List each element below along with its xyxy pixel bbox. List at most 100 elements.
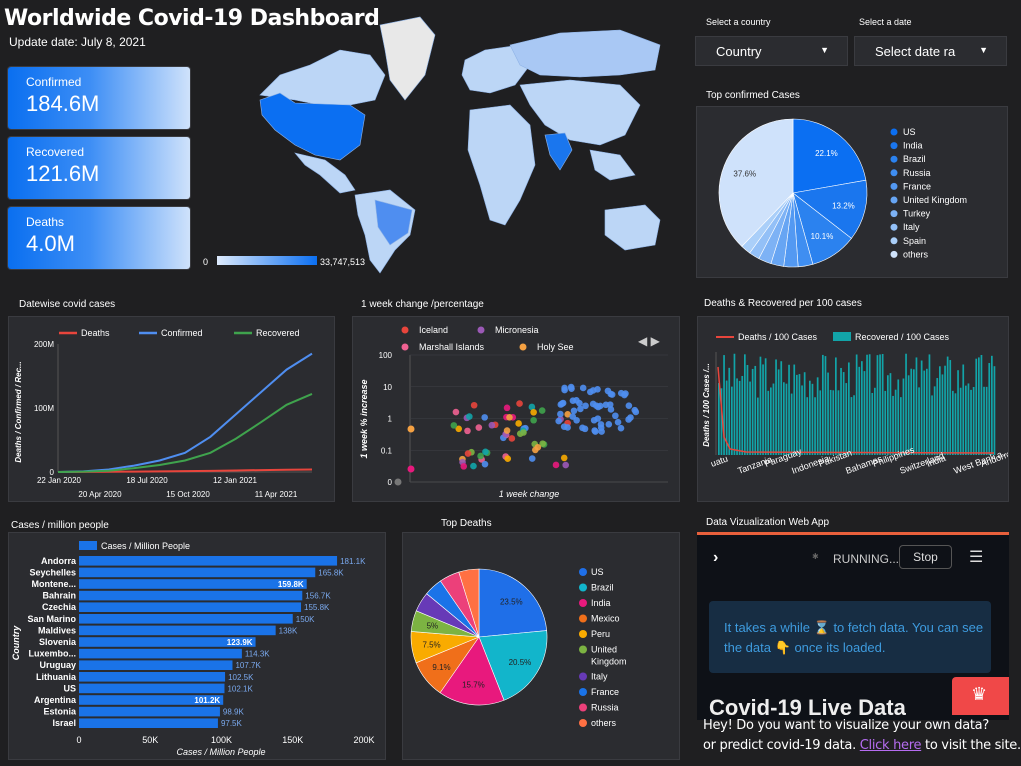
week-change-scatter[interactable]: Iceland Micronesia Marshall Islands Holy Se… [353, 317, 679, 501]
map-australia [604, 204, 661, 251]
scatter-point [577, 405, 584, 413]
category-label: Maldives [38, 625, 76, 635]
web-app-frame[interactable]: › ✱ RUNNING... Stop ☰ It takes a while ⌛… [697, 532, 1009, 720]
top-deaths-pie[interactable]: 23.5% 20.5% 15.7% 9.1% 7.5% 5% US Brazil India Me… [403, 533, 679, 759]
value-label: 107.7K [235, 661, 261, 670]
scatter-point [455, 425, 463, 433]
legend-label: United Kingdom [903, 195, 967, 205]
recovered-bar [920, 360, 923, 455]
pie-value-label: 22.1% [815, 149, 838, 158]
info-box: It takes a while ⌛ to fetch data. You ca… [709, 601, 991, 673]
x-tick-label: 12 Jan 2021 [213, 476, 258, 485]
bar-estonia [79, 706, 220, 717]
x-tick-label: 50K [142, 735, 158, 745]
x-tick-label: 200K [353, 735, 374, 745]
scatter-point [567, 383, 575, 391]
recovered-bar [746, 365, 749, 455]
recovered-bar [829, 389, 832, 455]
series-line-recovered [57, 393, 313, 473]
scatter-point [534, 444, 542, 451]
scatter-point [539, 440, 546, 447]
legend-label: others [903, 249, 929, 259]
legend-marker [890, 182, 898, 190]
recovered-bar [845, 383, 848, 455]
pie-value-label: 9.1% [432, 663, 450, 672]
x-tick-label: 15 Oct 2020 [166, 490, 210, 499]
legend-label: US [903, 127, 916, 137]
scatter-point [569, 397, 577, 404]
date-select[interactable]: Select date ra ▼ [854, 36, 1007, 66]
recovered-bar [985, 386, 988, 455]
scatter-point [460, 463, 468, 470]
chevron-right-icon[interactable]: › [713, 549, 719, 566]
crown-badge[interactable]: ♛ [952, 677, 1009, 715]
web-app-title: Data Vizualization Web App [706, 517, 830, 528]
visit-site-link[interactable]: Click here [859, 738, 922, 753]
scatter-point [564, 410, 571, 418]
recovered-bar [931, 395, 933, 455]
scatter-point [625, 402, 633, 410]
legend-marker [890, 169, 898, 177]
category-label: Estonia [43, 707, 77, 717]
scatter-point [579, 424, 586, 432]
scatter-point [594, 415, 602, 422]
country-select-value: Country [716, 44, 762, 59]
recovered-bar [723, 355, 725, 455]
value-label: 181.1K [340, 557, 366, 566]
map-se-asia [589, 149, 636, 181]
recovered-bar [816, 377, 819, 455]
recovered-bar [881, 354, 884, 455]
pie-value-label: 37.6% [733, 170, 756, 179]
legend-marker [579, 614, 587, 623]
recovered-bar [933, 386, 936, 455]
scatter-point [557, 401, 565, 408]
recovered-bar [913, 369, 915, 455]
value-label: 150K [296, 615, 315, 624]
recovered-bar [941, 374, 944, 455]
recovered-bar [910, 368, 913, 455]
bar-seychelles [79, 567, 316, 578]
deaths-recovered-panel: Deaths / 100 Cases Recovered / 100 Cases D… [697, 316, 1013, 502]
deaths-recovered-title: Deaths & Recovered per 100 cases [704, 298, 862, 309]
recovered-bar [801, 385, 803, 455]
chevron-down-icon: ▼ [979, 45, 988, 55]
scatter-point [503, 427, 511, 434]
country-select[interactable]: Country ▼ [695, 36, 848, 66]
top-deaths-title: Top Deaths [441, 518, 492, 529]
scatter-point [452, 408, 460, 416]
scatter-point [625, 416, 632, 423]
bar-maldives [79, 625, 276, 636]
recovered-bar [907, 375, 910, 455]
crown-icon: ♛ [971, 684, 988, 704]
legend-marker [401, 343, 409, 351]
world-map[interactable]: 0 33,747,513 [200, 5, 670, 275]
datewise-line-chart[interactable]: Deaths Confirmed Recovered 0 100M 200M 22 Jan … [9, 317, 334, 501]
scatter-point [621, 391, 628, 399]
scatter-point [589, 400, 597, 408]
legend-label: Mexico [591, 614, 620, 624]
recovered-bar [718, 383, 720, 455]
bar-israel [79, 718, 218, 728]
category-label: Slovenia [39, 637, 77, 647]
cases-million-bar-chart[interactable]: Cases / Million People Andorra 181.1K Seych… [9, 533, 385, 759]
recovered-bar [751, 368, 754, 455]
bar-uruguay [79, 660, 233, 670]
scatter-point [560, 454, 568, 462]
scatter-point [528, 455, 536, 462]
top-confirmed-pie[interactable]: 22.1% 13.2% 10.1% 37.6% US India Brazil Russia F… [697, 107, 1007, 277]
scatter-point [573, 416, 580, 424]
scatter-point [552, 461, 560, 469]
recovered-bar [876, 355, 879, 455]
scatter-point [631, 406, 639, 414]
stop-button[interactable]: Stop [899, 545, 952, 569]
value-label: 165.8K [318, 568, 344, 577]
scatter-point [520, 429, 527, 436]
category-label: Czechia [42, 602, 77, 612]
menu-icon[interactable]: ☰ [969, 549, 984, 566]
deaths-recovered-chart[interactable]: Deaths / 100 Cases Recovered / 100 Cases D… [698, 317, 1013, 501]
deaths-value: 4.0M [26, 231, 75, 256]
scatter-point [592, 428, 599, 435]
recovered-bar [754, 365, 757, 455]
recovered-bar [863, 371, 866, 455]
recovered-bar [988, 363, 991, 455]
